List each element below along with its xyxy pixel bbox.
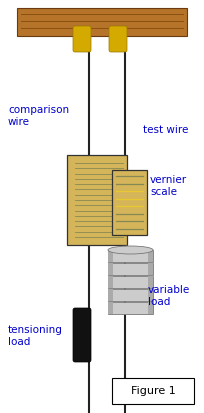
Ellipse shape <box>108 246 153 254</box>
Bar <box>108 302 153 313</box>
Text: test wire: test wire <box>143 125 188 135</box>
Bar <box>67 155 127 245</box>
Bar <box>108 263 153 275</box>
Bar <box>112 378 194 404</box>
Bar <box>108 302 113 313</box>
Text: comparison
wire: comparison wire <box>8 105 69 127</box>
Bar <box>148 302 153 313</box>
Bar <box>17 8 187 36</box>
Bar <box>148 276 153 287</box>
Bar <box>148 289 153 301</box>
Bar <box>112 170 147 235</box>
Bar <box>108 276 153 287</box>
Bar <box>108 263 113 275</box>
Bar <box>108 250 113 261</box>
Text: vernier
scale: vernier scale <box>150 175 187 197</box>
Text: tensioning
load: tensioning load <box>8 325 63 347</box>
Bar <box>108 250 153 261</box>
Bar <box>148 263 153 275</box>
Bar <box>108 276 113 287</box>
FancyBboxPatch shape <box>73 26 91 52</box>
FancyBboxPatch shape <box>109 26 127 52</box>
Bar <box>108 289 153 301</box>
Bar <box>108 289 113 301</box>
Text: Figure 1: Figure 1 <box>131 386 175 396</box>
FancyBboxPatch shape <box>73 308 91 362</box>
Bar <box>148 250 153 261</box>
Text: variable
load: variable load <box>148 285 190 306</box>
